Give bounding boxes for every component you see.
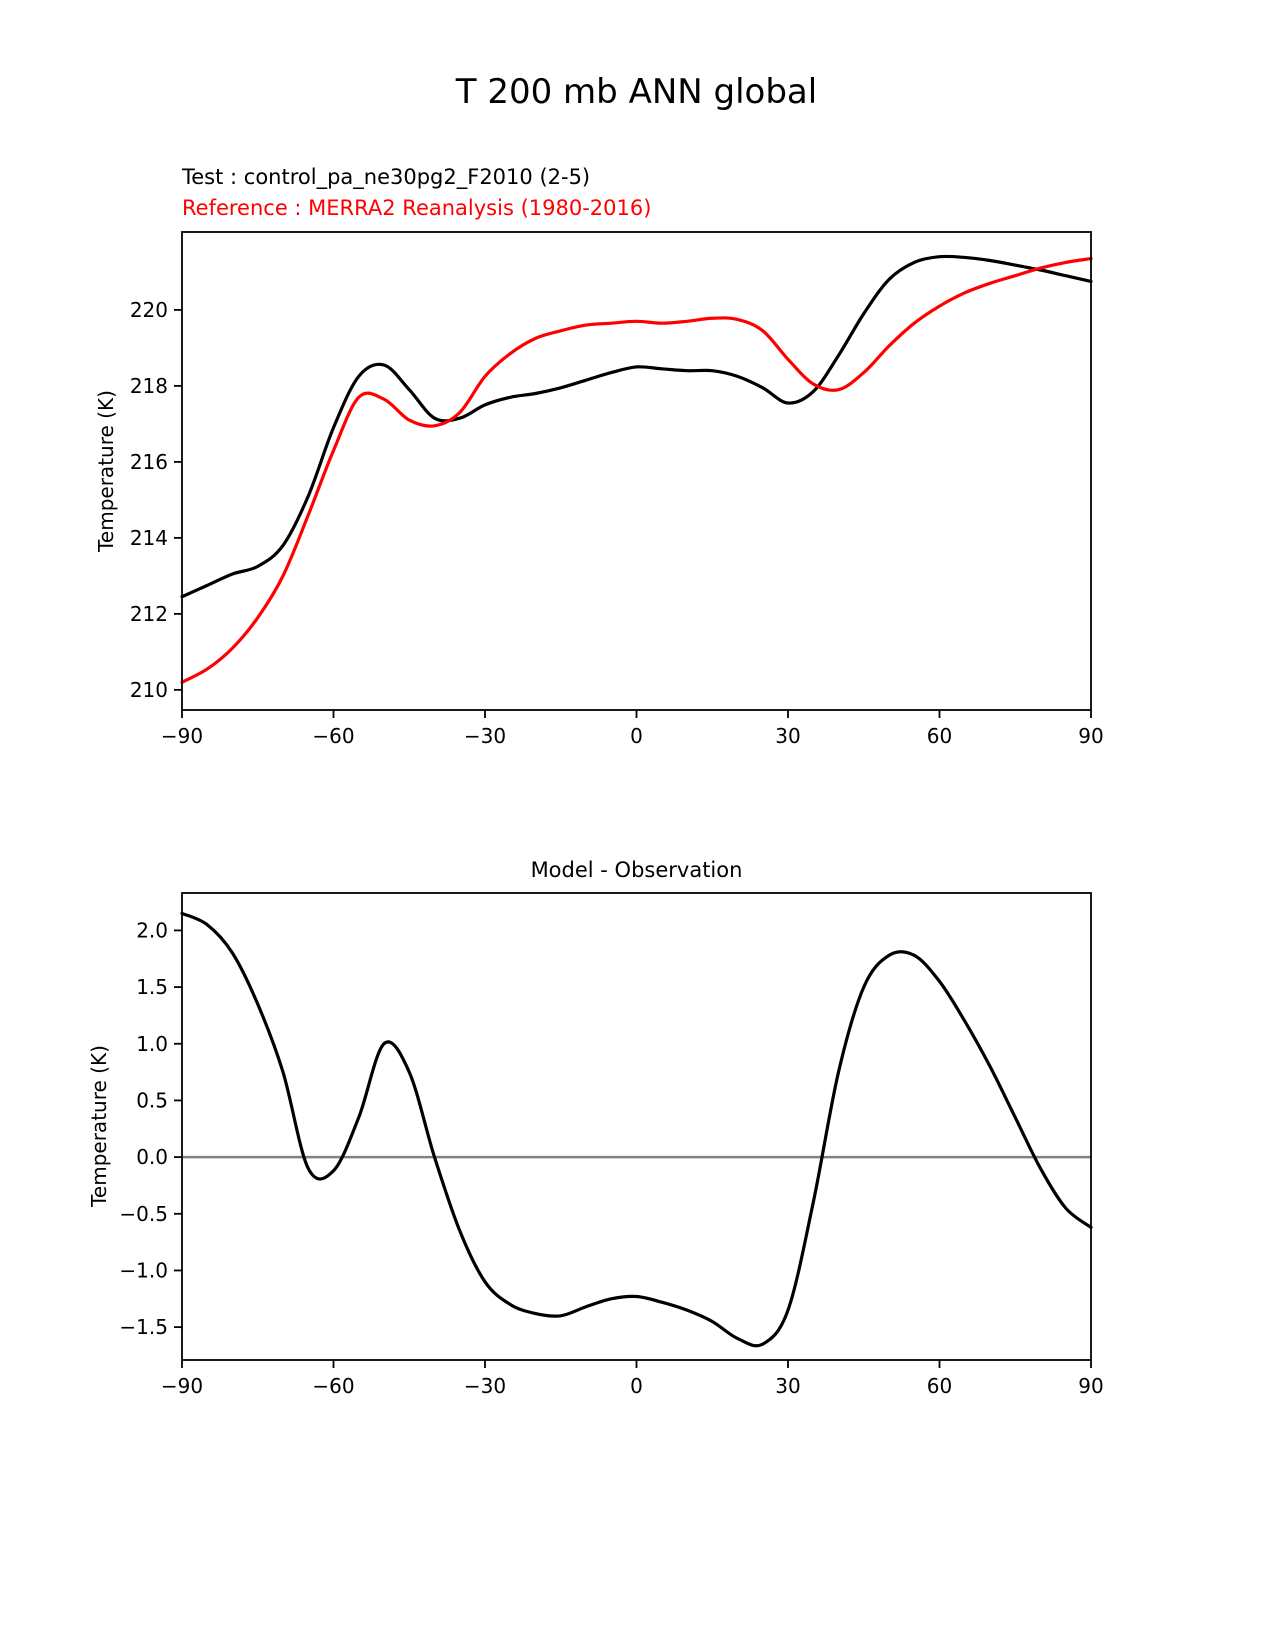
y-tick-label: 2.0 bbox=[136, 918, 168, 942]
y-tick-label: 0.0 bbox=[136, 1145, 168, 1169]
y-tick-label: 1.0 bbox=[136, 1032, 168, 1056]
x-tick-label: −90 bbox=[161, 1374, 203, 1398]
series-line-difference bbox=[180, 911, 1093, 1348]
diff-chart-title: Model - Observation bbox=[530, 858, 743, 882]
y-tick-label: −0.5 bbox=[119, 1202, 168, 1226]
x-tick-label: −30 bbox=[464, 1374, 506, 1398]
y-tick-label: 216 bbox=[130, 450, 168, 474]
x-tick-label: −90 bbox=[161, 724, 203, 748]
plot-frame bbox=[181, 892, 1092, 1361]
x-tick-label: 0 bbox=[630, 724, 643, 748]
x-tick-label: 90 bbox=[1078, 724, 1103, 748]
y-tick-label: 0.5 bbox=[136, 1088, 168, 1112]
x-tick-label: −30 bbox=[464, 724, 506, 748]
x-tick-label: 30 bbox=[775, 1374, 800, 1398]
y-tick-label: 214 bbox=[130, 526, 168, 550]
series-line-reference bbox=[180, 257, 1093, 684]
legend-test-label: Test : control_pa_ne30pg2_F2010 (2-5) bbox=[182, 165, 591, 189]
series-line-test bbox=[180, 254, 1093, 599]
x-tick-label: −60 bbox=[312, 724, 354, 748]
x-tick-label: 60 bbox=[927, 724, 952, 748]
legend-reference-label: Reference : MERRA2 Reanalysis (1980-2016… bbox=[182, 196, 652, 220]
x-tick-label: 30 bbox=[775, 724, 800, 748]
x-tick-label: −60 bbox=[312, 1374, 354, 1398]
y-tick-label: −1.5 bbox=[119, 1315, 168, 1339]
y-tick-label: −1.0 bbox=[119, 1258, 168, 1282]
x-tick-label: 90 bbox=[1078, 1374, 1103, 1398]
y-tick-label: 220 bbox=[130, 298, 168, 322]
y-tick-label: 210 bbox=[130, 678, 168, 702]
x-tick-label: 0 bbox=[630, 1374, 643, 1398]
y-tick-label: 212 bbox=[130, 602, 168, 626]
y-tick-label: 1.5 bbox=[136, 975, 168, 999]
x-tick-label: 60 bbox=[927, 1374, 952, 1398]
y-tick-label: 218 bbox=[130, 374, 168, 398]
main-chart-title: T 200 mb ANN global bbox=[455, 72, 818, 112]
